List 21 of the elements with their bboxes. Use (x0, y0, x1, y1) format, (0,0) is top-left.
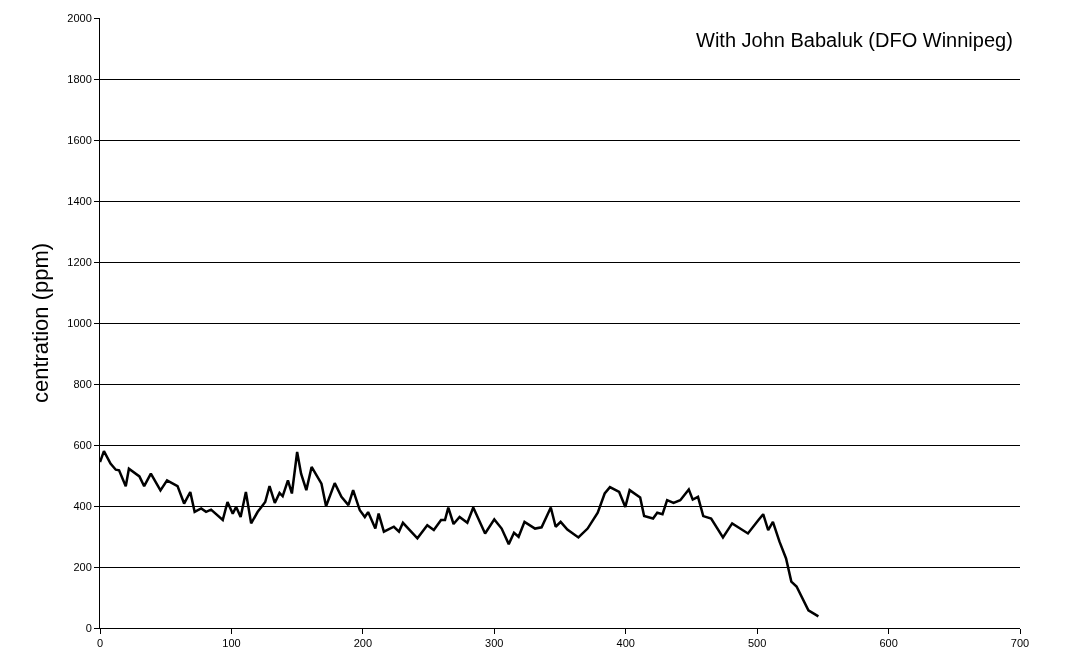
x-tick-label: 400 (616, 637, 635, 650)
y-tick-label: 1000 (67, 316, 92, 329)
y-tick-label: 800 (73, 377, 92, 390)
annotation: With John Babaluk (DFO Winnipeg) (696, 29, 1013, 51)
y-tick-label: 1400 (67, 194, 92, 207)
x-tick-label: 0 (96, 637, 104, 650)
y-tick-label: 400 (73, 499, 92, 512)
x-tick-label: 600 (879, 637, 898, 650)
x-tick-label: 700 (1010, 637, 1030, 650)
y-tick-label: 1600 (67, 133, 92, 146)
x-tick-label: 200 (353, 637, 373, 650)
x-tick-label: 300 (485, 637, 504, 650)
x-tick-label: 100 (222, 637, 241, 650)
y-tick-label: 0 (85, 621, 92, 634)
x-tick-label: 500 (747, 637, 767, 650)
y-tick-label: 1200 (67, 255, 92, 268)
y-tick-label: 2000 (67, 11, 92, 24)
y-tick-label: 1800 (67, 72, 92, 85)
y-tick-label: 200 (73, 560, 92, 573)
y-axis-title: centration (ppm) (28, 242, 54, 404)
y-tick-label: 600 (73, 438, 92, 451)
